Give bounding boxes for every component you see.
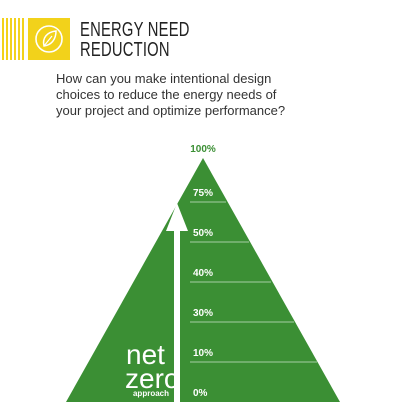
arrow: [166, 203, 188, 402]
pyramid-shape: [66, 158, 340, 402]
title-line-1: ENERGY NEED: [80, 19, 190, 41]
net-label: net: [126, 339, 165, 370]
level-label: 0%: [193, 388, 208, 399]
level-label: 50%: [193, 228, 213, 239]
header-stripes: [0, 18, 26, 60]
level-label: 30%: [193, 308, 213, 319]
approach-label: approach: [133, 389, 169, 398]
zero-label: zero: [125, 363, 179, 394]
level-label: 40%: [193, 268, 213, 279]
subtitle: How can you make intentional design choi…: [56, 71, 356, 119]
level-label: 10%: [193, 348, 213, 359]
subtitle-line-3: your project and optimize performance?: [56, 103, 286, 118]
title-line-2: REDUCTION: [80, 39, 170, 61]
level-dividers: [190, 201, 317, 363]
leaf-icon: [35, 25, 63, 53]
header-badge: [28, 18, 70, 60]
page-title: ENERGY NEED REDUCTION: [80, 20, 190, 60]
subtitle-line-1: How can you make intentional design: [56, 71, 272, 86]
level-label-top: 100%: [190, 144, 216, 155]
level-label: 75%: [193, 188, 213, 199]
subtitle-line-2: choices to reduce the energy needs of: [56, 87, 277, 102]
